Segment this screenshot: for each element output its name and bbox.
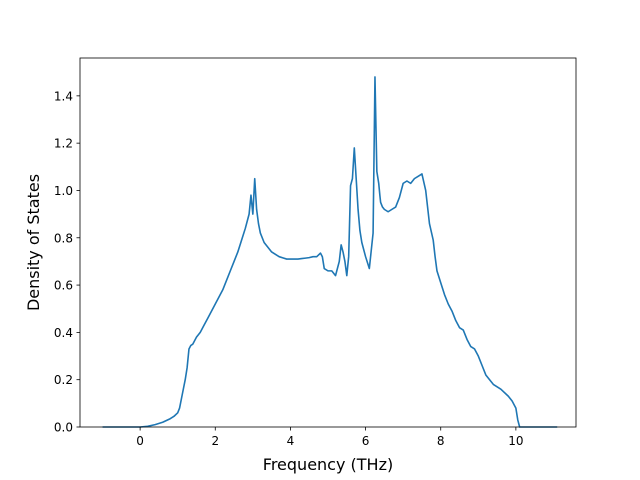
y-tick-label: 0.0	[54, 421, 73, 435]
y-tick-label: 1.4	[54, 89, 73, 103]
x-tick-label: 10	[508, 434, 523, 448]
x-tick-label: 0	[136, 434, 144, 448]
x-tick-label: 4	[287, 434, 295, 448]
y-tick-label: 1.2	[54, 137, 73, 151]
y-tick-label: 0.2	[54, 373, 73, 387]
x-tick-label: 2	[211, 434, 219, 448]
x-tick-label: 8	[437, 434, 445, 448]
axes-frame	[79, 57, 577, 428]
x-axis-ticks: 0 2 4 6 8 10	[136, 427, 524, 448]
plot-area	[102, 76, 558, 428]
x-axis-label: Frequency (THz)	[263, 455, 393, 474]
y-axis-label: Density of States	[24, 174, 43, 311]
y-tick-label: 0.8	[54, 231, 73, 245]
y-tick-label: 0.6	[54, 279, 73, 293]
series-line-0	[102, 76, 558, 428]
y-tick-label: 1.0	[54, 184, 73, 198]
x-tick-label: 6	[362, 434, 370, 448]
y-tick-label: 0.4	[54, 326, 73, 340]
y-axis-ticks: 0.0 0.2 0.4 0.6 0.8 1.0 1.2 1.4	[54, 89, 80, 435]
